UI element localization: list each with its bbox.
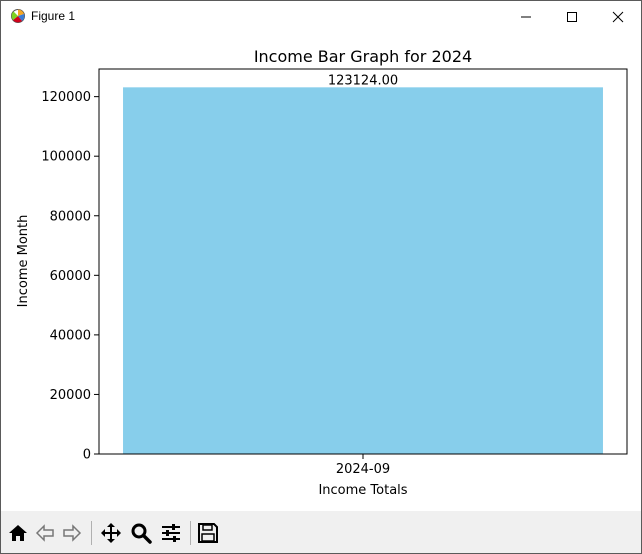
window-title: Figure 1 [31,9,76,23]
y-tick-label: 100000 [41,150,91,165]
matplotlib-logo-icon [11,9,25,23]
toolbar-separator [190,521,191,545]
pan-icon [101,523,121,543]
home-button[interactable] [5,520,31,546]
bar-value-label: 123124.00 [328,73,398,88]
forward-icon [63,524,82,542]
axes-frame [98,68,628,455]
y-axis-label: Income Month [16,215,31,308]
back-button[interactable] [32,520,58,546]
pan-button[interactable] [98,520,124,546]
x-axis-label: Income Totals [318,483,407,498]
maximize-button[interactable] [549,1,595,32]
y-tick-label: 40000 [50,328,91,343]
minimize-icon [521,16,531,17]
y-tick-label: 0 [83,448,91,463]
title-bar[interactable]: Figure 1 [1,1,641,32]
x-tick-label: 2024-09 [336,462,390,477]
save-icon [198,523,218,543]
save-button[interactable] [195,520,221,546]
toolbar-separator [91,521,92,545]
y-tick-label: 20000 [50,388,91,403]
figure-canvas[interactable]: Income Bar Graph for 2024 123124.00 0 200… [1,32,641,511]
configure-subplots-button[interactable] [158,520,184,546]
bar [123,87,603,454]
forward-button[interactable] [59,520,85,546]
chart-title: Income Bar Graph for 2024 [254,47,472,66]
y-tick-label: 60000 [50,269,91,284]
close-button[interactable] [595,1,641,32]
y-tick-label: 80000 [50,209,91,224]
home-icon [9,525,27,541]
navigation-toolbar [1,511,641,553]
minimize-button[interactable] [503,1,549,32]
zoom-icon [131,523,152,544]
maximize-icon [567,11,577,22]
zoom-button[interactable] [128,520,154,546]
y-tick-label: 120000 [41,90,91,105]
configure-subplots-icon [162,524,180,542]
back-icon [35,524,54,542]
close-icon [612,11,624,22]
bar-chart: Income Bar Graph for 2024 123124.00 0 200… [16,47,628,498]
